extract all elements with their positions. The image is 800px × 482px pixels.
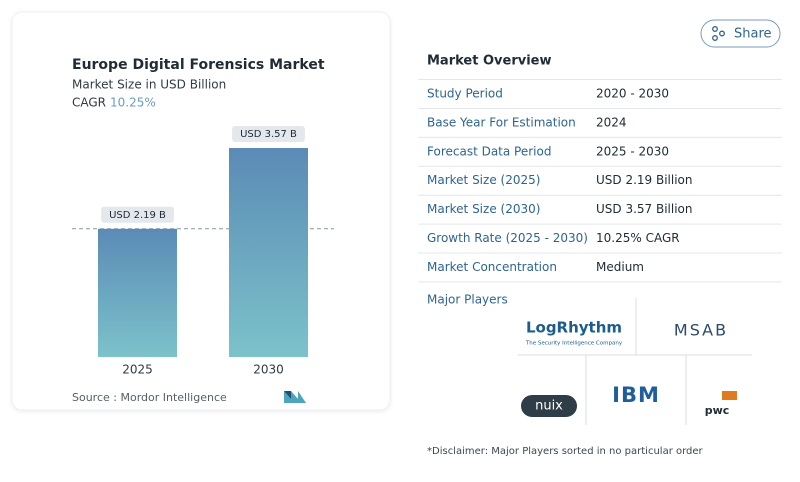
value-label-bg: [232, 126, 305, 142]
cagr-value: 10.25%: [110, 96, 156, 110]
x-tick-label: 2030: [253, 363, 284, 377]
disclaimer: *Disclaimer: Major Players sorted in no …: [427, 446, 704, 457]
share-label[interactable]: Share: [734, 27, 772, 42]
chart-subtitle: Market Size in USD Billion: [72, 78, 226, 92]
logo-nuix-badge: [521, 395, 577, 417]
row-value: USD 2.19 Billion: [596, 173, 693, 187]
row-label: Forecast Data Period: [427, 144, 551, 158]
logo-pwc-mark: [722, 391, 737, 400]
bar-chart: 2025 USD 2.19 B 2030 USD 3.57 B: [72, 126, 334, 377]
logo-ibm: IBM: [612, 383, 660, 407]
players-title: Major Players: [427, 293, 508, 307]
row-label: Market Size (2025): [427, 173, 540, 187]
row-value: Medium: [596, 260, 644, 274]
logo-nuix: nuix: [535, 399, 563, 414]
row-label: Base Year For Estimation: [427, 115, 576, 129]
source: Source : Mordor Intelligence: [72, 391, 227, 404]
row-label: Growth Rate (2025 - 2030): [427, 231, 588, 245]
row-value: USD 3.57 Billion: [596, 202, 693, 216]
bar: [229, 148, 308, 357]
row-value: 2020 - 2030: [596, 87, 669, 101]
row-value: 2024: [596, 115, 627, 129]
value-label: USD 2.19 B: [109, 210, 166, 221]
logo-logrhythm-tagline: The Security Intelligence Company: [525, 341, 623, 347]
row-value: 2025 - 2030: [596, 144, 669, 158]
logo-logrhythm: LogRhythm: [526, 319, 622, 337]
players-grid: [518, 298, 752, 425]
value-label: USD 3.57 B: [240, 129, 297, 140]
value-label-bg: [101, 206, 174, 223]
share-icon: [712, 26, 725, 41]
source-logo: [284, 391, 306, 403]
row-label: Market Concentration: [427, 260, 557, 274]
row-value: 10.25% CAGR: [596, 231, 680, 245]
logo-msab: MSAB: [674, 321, 728, 340]
overview-table: Study Period 2020 - 2030 Base Year For Est…: [418, 79, 782, 283]
cagr-label: CAGR: [72, 96, 106, 110]
row-label: Study Period: [427, 87, 503, 101]
bar: [98, 228, 177, 357]
x-tick-label: 2025: [122, 363, 153, 377]
logo-pwc: pwc: [705, 404, 730, 417]
row-label: Market Size (2030): [427, 202, 540, 216]
chart-title: Europe Digital Forensics Market: [72, 57, 325, 73]
overview-title: Market Overview: [427, 54, 551, 69]
share-button[interactable]: [700, 19, 781, 48]
